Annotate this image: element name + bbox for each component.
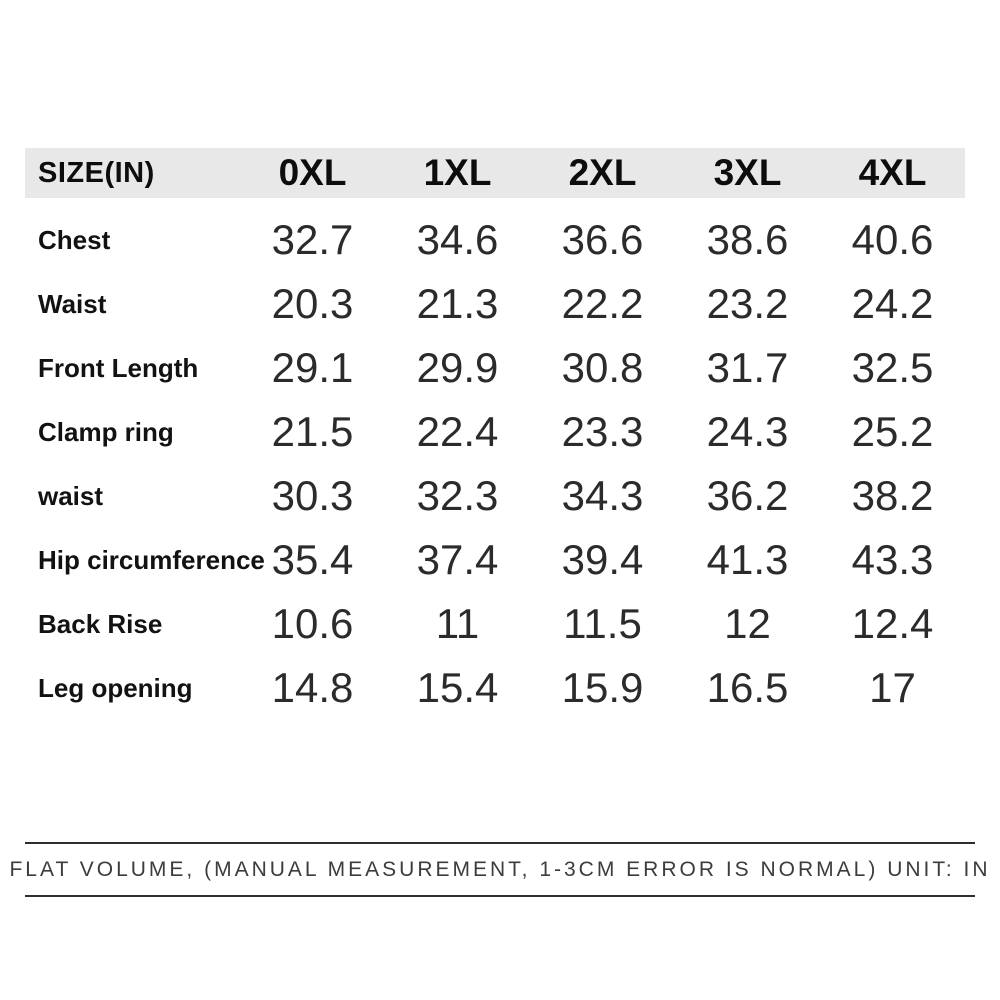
table-cell: 15.4 bbox=[416, 664, 499, 711]
table-cell: 29.1 bbox=[271, 344, 354, 391]
table-row-waist-lower: waist 30.3 32.3 34.3 36.2 38.2 bbox=[25, 464, 965, 528]
table-cell: 32.7 bbox=[271, 216, 354, 263]
table-cell: 21.3 bbox=[416, 280, 499, 327]
table-cell: 34.3 bbox=[561, 472, 644, 519]
table-row-front-length: Front Length 29.1 29.9 30.8 31.7 32.5 bbox=[25, 336, 965, 400]
size-table: SIZE(IN) 0XL 1XL 2XL 3XL 4XL Chest 32.7 … bbox=[25, 148, 965, 720]
table-cell: 22.4 bbox=[416, 408, 499, 455]
table-cell: 12 bbox=[724, 600, 771, 647]
column-header-size-in: SIZE(IN) bbox=[38, 156, 155, 189]
table-cell: 38.6 bbox=[706, 216, 789, 263]
table-row-chest: Chest 32.7 34.6 36.6 38.6 40.6 bbox=[25, 208, 965, 272]
row-label: Hip circumference bbox=[38, 544, 265, 575]
table-row-clamp-ring: Clamp ring 21.5 22.4 23.3 24.3 25.2 bbox=[25, 400, 965, 464]
table-cell: 21.5 bbox=[271, 408, 354, 455]
column-header-2xl: 2XL bbox=[568, 152, 637, 193]
row-label: Chest bbox=[38, 224, 111, 255]
table-cell: 15.9 bbox=[561, 664, 644, 711]
table-cell: 24.2 bbox=[851, 280, 934, 327]
row-label: Waist bbox=[38, 288, 107, 319]
row-label: Leg opening bbox=[38, 672, 193, 703]
column-header-1xl: 1XL bbox=[423, 152, 492, 193]
table-cell: 43.3 bbox=[851, 536, 934, 583]
column-header-0xl: 0XL bbox=[278, 152, 347, 193]
column-header-3xl: 3XL bbox=[713, 152, 782, 193]
measurement-note-text: FLAT VOLUME, (MANUAL MEASUREMENT, 1-3CM … bbox=[9, 857, 991, 881]
table-cell: 11.5 bbox=[563, 600, 642, 647]
table-cell: 11 bbox=[435, 600, 480, 647]
table-cell: 20.3 bbox=[271, 280, 354, 327]
row-label: waist bbox=[38, 480, 104, 511]
table-header-row: SIZE(IN) 0XL 1XL 2XL 3XL 4XL bbox=[25, 148, 965, 198]
row-label: Clamp ring bbox=[38, 416, 174, 447]
table-cell: 14.8 bbox=[271, 664, 354, 711]
table-row-back-rise: Back Rise 10.6 11 11.5 12 12.4 bbox=[25, 592, 965, 656]
table-cell: 41.3 bbox=[706, 536, 789, 583]
column-header-4xl: 4XL bbox=[858, 152, 927, 193]
row-label: Front Length bbox=[38, 352, 199, 383]
table-cell: 32.5 bbox=[851, 344, 934, 391]
table-cell: 39.4 bbox=[561, 536, 644, 583]
table-row-hip-circumference: Hip circumference 35.4 37.4 39.4 41.3 43… bbox=[25, 528, 965, 592]
table-cell: 23.3 bbox=[561, 408, 644, 455]
table-cell: 16.5 bbox=[706, 664, 789, 711]
table-cell: 30.3 bbox=[271, 472, 354, 519]
table-cell: 35.4 bbox=[271, 536, 354, 583]
table-cell: 32.3 bbox=[416, 472, 499, 519]
table-cell: 12.4 bbox=[851, 600, 934, 647]
table-row-waist-upper: Waist 20.3 21.3 22.2 23.2 24.2 bbox=[25, 272, 965, 336]
table-cell: 31.7 bbox=[706, 344, 789, 391]
table-cell: 34.6 bbox=[416, 216, 499, 263]
table-cell: 37.4 bbox=[416, 536, 499, 583]
table-cell: 25.2 bbox=[851, 408, 934, 455]
measurement-note: FLAT VOLUME, (MANUAL MEASUREMENT, 1-3CM … bbox=[9, 842, 988, 897]
table-body: Chest 32.7 34.6 36.6 38.6 40.6 Waist 20.… bbox=[25, 208, 965, 720]
table-cell: 36.6 bbox=[561, 216, 644, 263]
table-cell: 23.2 bbox=[706, 280, 789, 327]
table-cell: 38.2 bbox=[851, 472, 934, 519]
table-cell: 22.2 bbox=[561, 280, 644, 327]
row-label: Back Rise bbox=[38, 608, 163, 639]
table-cell: 30.8 bbox=[561, 344, 644, 391]
table-cell: 24.3 bbox=[706, 408, 789, 455]
table-cell: 36.2 bbox=[706, 472, 789, 519]
table-cell: 17 bbox=[869, 664, 916, 711]
table-cell: 10.6 bbox=[271, 600, 354, 647]
table-row-leg-opening: Leg opening 14.8 15.4 15.9 16.5 17 bbox=[25, 656, 965, 720]
table-cell: 40.6 bbox=[851, 216, 934, 263]
table-cell: 29.9 bbox=[416, 344, 499, 391]
